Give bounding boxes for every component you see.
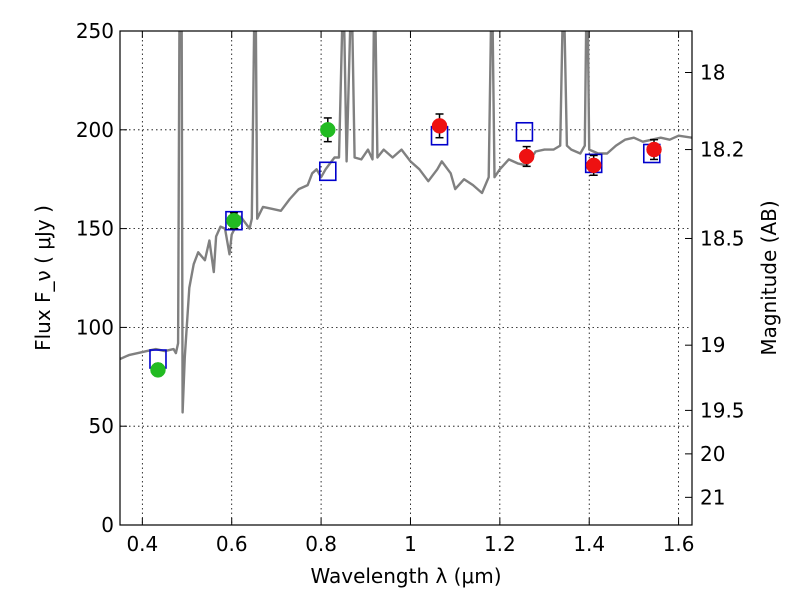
x-tick-label: 0.8 xyxy=(305,532,337,556)
y-tick-label: 100 xyxy=(76,315,114,339)
right-tick-label: 20 xyxy=(700,442,725,466)
y-tick-label: 200 xyxy=(76,118,114,142)
model-square-point xyxy=(318,161,337,182)
y-tick-label: 0 xyxy=(101,513,114,537)
right-tick-label: 19 xyxy=(700,333,725,357)
y-tick-label: 150 xyxy=(76,217,114,241)
x-axis-label: Wavelength λ (μm) xyxy=(310,564,501,588)
data-point xyxy=(431,118,448,134)
x-tick-label: 0.6 xyxy=(216,532,248,556)
x-tick-label: 1 xyxy=(404,532,417,556)
right-tick-label: 21 xyxy=(700,485,725,509)
data-point xyxy=(226,212,242,229)
axis-ticks: 0.4 0.6 0.8 1 1.2 1.4 1.6 0 50 100 150 200 250 18 18.2… xyxy=(76,19,745,556)
data-point xyxy=(320,122,336,138)
plot-area xyxy=(120,31,692,414)
right-tick-label: 19.5 xyxy=(700,398,745,422)
right-tick-label: 18.2 xyxy=(700,138,745,162)
y-axis-label: Flux F_ν ( μJy ) xyxy=(31,205,55,351)
y-tick-label: 250 xyxy=(76,19,114,43)
x-tick-label: 1.4 xyxy=(573,532,605,556)
right-tick-label: 18 xyxy=(700,60,725,84)
data-point xyxy=(518,148,535,165)
model-square-point xyxy=(225,210,243,231)
x-tick-label: 0.4 xyxy=(126,532,158,556)
x-tick-label: 1.6 xyxy=(663,532,695,556)
y-tick-label: 50 xyxy=(89,414,114,438)
data-point xyxy=(585,157,602,174)
plot-frame xyxy=(119,30,693,526)
x-tick-label: 1.2 xyxy=(484,532,516,556)
data-point xyxy=(646,141,662,158)
model-square-point xyxy=(515,121,534,142)
right-tick-label: 18.5 xyxy=(700,226,745,250)
spectrum-line xyxy=(120,31,692,414)
plot-background xyxy=(120,31,692,525)
y-axis-right-label: Magnitude (AB) xyxy=(757,200,781,355)
data-point xyxy=(150,362,166,378)
